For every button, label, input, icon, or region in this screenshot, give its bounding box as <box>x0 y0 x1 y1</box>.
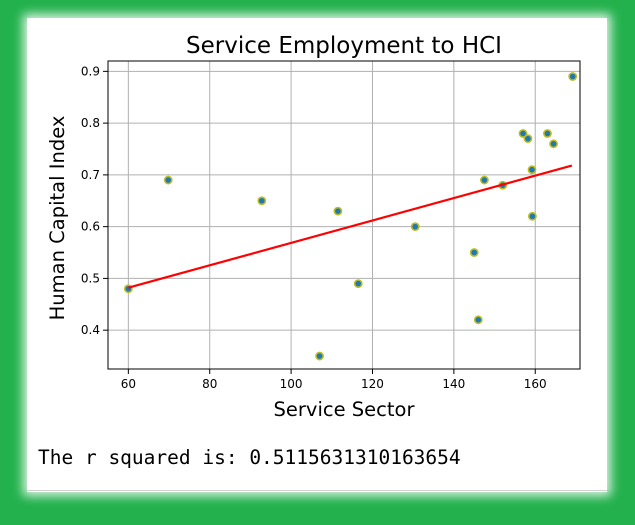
y-tick-label: 0.6 <box>81 220 100 234</box>
x-tick-label: 80 <box>202 377 217 391</box>
data-point <box>479 175 489 185</box>
data-point <box>568 72 578 81</box>
data-point <box>163 175 173 185</box>
y-tick-label: 0.7 <box>81 168 100 182</box>
y-axis-label: Human Capital Index <box>46 116 69 321</box>
x-tick-label: 160 <box>524 377 547 391</box>
data-point <box>527 165 537 175</box>
data-point <box>543 129 552 138</box>
divider <box>27 490 607 491</box>
data-point <box>549 139 558 149</box>
data-point <box>527 211 537 221</box>
data-point <box>353 279 363 288</box>
data-point <box>518 129 528 138</box>
x-axis-label: Service Sector <box>274 398 416 421</box>
chart-title: Service Employment to HCI <box>186 33 502 59</box>
data-point <box>315 351 324 361</box>
y-tick-label: 0.9 <box>81 64 100 78</box>
y-tick-label: 0.5 <box>81 271 100 285</box>
data-point <box>333 206 343 216</box>
scatter-chart: Service Employment to HCI 60 80 100 120 140 16… <box>46 33 581 421</box>
x-tick-label: 60 <box>121 377 136 391</box>
data-point <box>469 248 479 257</box>
data-point <box>410 222 420 232</box>
x-tick-label: 140 <box>442 377 465 391</box>
plot-frame <box>107 60 581 370</box>
data-point <box>523 134 533 144</box>
y-tick-label: 0.8 <box>81 116 100 130</box>
data-point <box>473 315 483 325</box>
regression-line <box>128 164 573 289</box>
x-tick-label: 120 <box>361 377 384 391</box>
x-tick-label: 100 <box>280 377 303 391</box>
notebook-output-panel: Service Employment to HCI 60 80 100 120 140 16… <box>27 18 607 492</box>
y-tick-label: 0.4 <box>81 323 100 337</box>
r-squared-output: The r squared is: 0.5115631310163654 <box>38 446 461 469</box>
data-point <box>257 196 267 206</box>
